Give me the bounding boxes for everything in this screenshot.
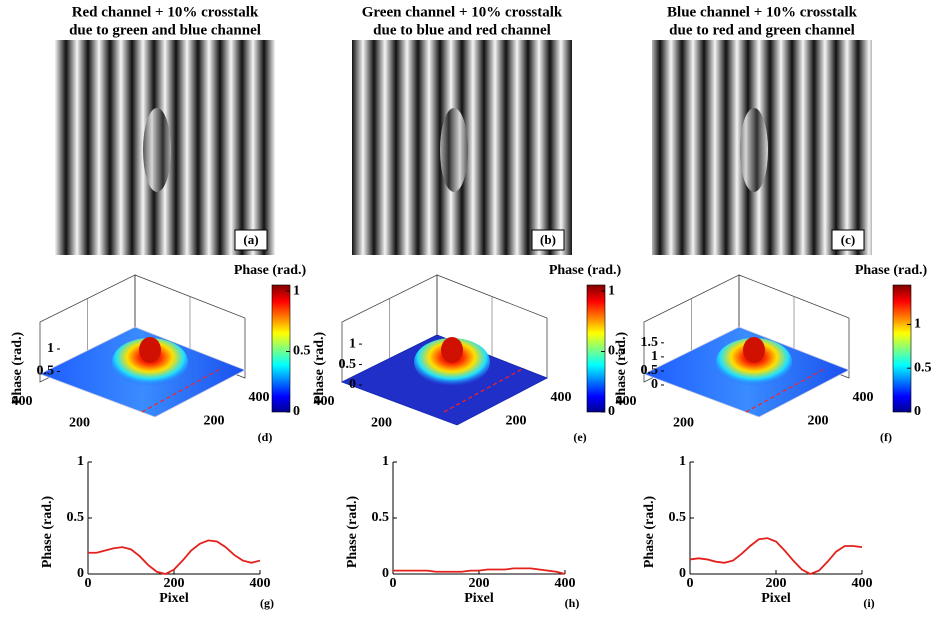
y-tick-label: 1 <box>679 454 686 469</box>
colorbar-tick-label: 0 <box>608 404 615 419</box>
floor-tick-label: 200 <box>808 414 829 429</box>
panel-title: due to blue and red channel <box>373 22 551 38</box>
line-series <box>88 539 261 575</box>
y-axis-label: Phase (rad.) <box>40 496 55 569</box>
z-tick-label: 1 <box>651 349 658 364</box>
z-tick-label: 0.5 <box>641 363 659 378</box>
y-tick-label: 0.5 <box>67 510 85 525</box>
colorbar-tick-label: 0.5 <box>293 344 311 359</box>
colorbar <box>586 284 606 413</box>
profile-line <box>141 367 223 413</box>
profile-line <box>443 367 525 413</box>
panel-label: (i) <box>863 596 874 610</box>
x-tick-label: 0 <box>390 576 397 591</box>
x-tick-label: 200 <box>766 576 787 591</box>
colorbar-tick-label: 1 <box>914 317 921 332</box>
surface-peak <box>743 337 765 363</box>
z-tick-label: 1 <box>349 336 356 351</box>
x-tick-label: 200 <box>164 576 185 591</box>
floor-tick-label: 400 <box>314 394 335 409</box>
colorbar-tick-label: 0 <box>914 404 921 419</box>
panel-label: (e) <box>573 430 586 444</box>
x-axis-label: Pixel <box>464 591 494 606</box>
panel-label: (h) <box>565 596 580 610</box>
colorbar-tick-label: 0 <box>293 404 300 419</box>
z-tick-label: 0 <box>651 377 658 392</box>
floor-tick-label: 200 <box>371 416 392 431</box>
line-series <box>393 567 566 575</box>
y-tick-label: 0 <box>382 566 389 581</box>
panel-title: due to green and blue channel <box>69 22 261 38</box>
panel-title: Blue channel + 10% crosstalk <box>667 4 858 20</box>
panel-title: Red channel + 10% crosstalk <box>72 4 259 20</box>
fringe-distortion <box>440 108 468 192</box>
floor-tick-label: 200 <box>506 414 527 429</box>
y-tick-label: 0 <box>679 566 686 581</box>
z-tick-label: 0.5 <box>37 364 55 379</box>
floor-tick-label: 400 <box>249 390 270 405</box>
x-tick-label: 200 <box>469 576 490 591</box>
z-tick-label: 1 <box>47 341 54 356</box>
surface-peak <box>139 337 161 363</box>
y-tick-label: 0 <box>77 566 84 581</box>
x-tick-label: 0 <box>85 576 92 591</box>
line-series <box>689 537 863 575</box>
panel-title: Green channel + 10% crosstalk <box>362 4 563 20</box>
x-tick-label: 0 <box>687 576 694 591</box>
panel-label: (g) <box>260 596 274 610</box>
panel-label-box <box>234 229 268 251</box>
panel-label: (f) <box>880 430 892 444</box>
y-tick-label: 0.5 <box>372 510 390 525</box>
panel-title: due to red and green channel <box>669 22 855 38</box>
floor-tick-label: 400 <box>12 394 33 409</box>
colorbar-tick-label: 0.5 <box>914 360 932 375</box>
z-axis-label: Phase (rad.) <box>10 332 25 405</box>
floor-tick-label: 400 <box>551 390 572 405</box>
x-axis-label: Pixel <box>761 591 791 606</box>
floor-tick-label: 200 <box>69 416 90 431</box>
colorbar-tick-label: 0.5 <box>608 344 626 359</box>
panel-label-box <box>531 229 565 251</box>
panel-label-box <box>831 229 865 251</box>
x-axis-label: Pixel <box>159 591 189 606</box>
z-tick-label: 1.5 <box>641 335 659 350</box>
y-tick-label: 1 <box>382 454 389 469</box>
profile-line <box>745 367 827 413</box>
colorbar-title: Phase (rad.) <box>234 263 307 278</box>
floor-tick-label: 200 <box>204 414 225 429</box>
y-tick-label: 0.5 <box>669 510 687 525</box>
panel-label: (d) <box>258 430 273 444</box>
x-tick-label: 400 <box>555 576 576 591</box>
floor-tick-label: 400 <box>853 390 874 405</box>
colorbar-title: Phase (rad.) <box>855 263 928 278</box>
y-tick-label: 1 <box>77 454 84 469</box>
z-axis-label: Phase (rad.) <box>614 332 629 405</box>
fringe-distortion <box>740 108 768 192</box>
colorbar-title: Phase (rad.) <box>549 263 622 278</box>
x-tick-label: 400 <box>852 576 873 591</box>
x-tick-label: 400 <box>250 576 271 591</box>
colorbar <box>271 284 291 413</box>
z-tick-label: 0.5 <box>339 357 357 372</box>
colorbar-tick-label: 1 <box>608 283 615 298</box>
y-axis-label: Phase (rad.) <box>642 496 657 569</box>
floor-tick-label: 400 <box>616 394 637 409</box>
floor-tick-label: 200 <box>673 416 694 431</box>
surface-peak <box>441 337 463 363</box>
z-tick-label: 0 <box>349 377 356 392</box>
z-axis-label: Phase (rad.) <box>312 332 327 405</box>
fringe-distortion <box>143 108 171 192</box>
panel-label: (c) <box>841 232 855 247</box>
panel-label: (b) <box>540 232 556 247</box>
colorbar-tick-label: 1 <box>293 283 300 298</box>
y-axis-label: Phase (rad.) <box>345 496 360 569</box>
panel-label: (a) <box>243 232 258 247</box>
colorbar <box>892 284 912 413</box>
